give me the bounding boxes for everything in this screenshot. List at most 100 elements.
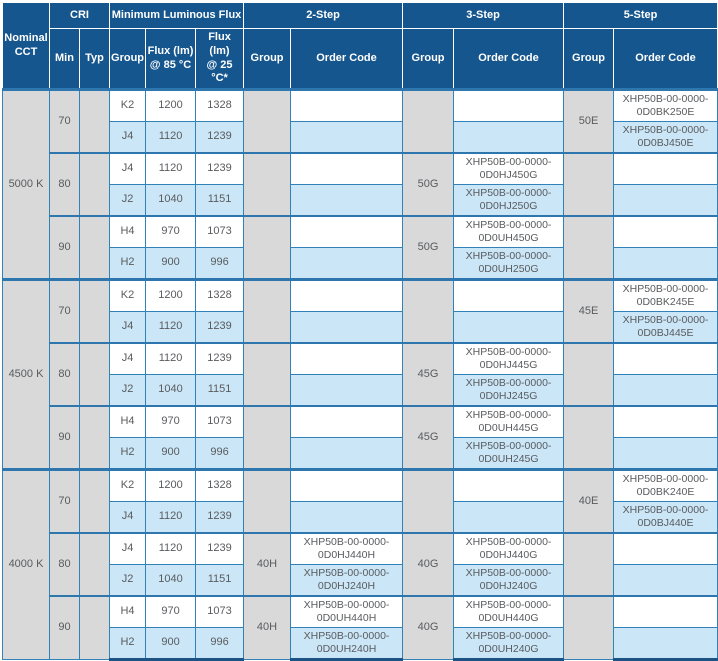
two-step-order-code-cell: [290, 437, 404, 470]
header-flux-group: Group: [109, 28, 147, 90]
three-step-order-code-cell: [453, 121, 565, 154]
two-step-order-code-cell: [290, 278, 404, 312]
cri-typ-cell: [78, 342, 111, 407]
flux-85-cell: 1120: [145, 342, 197, 375]
three-step-order-code-cell: XHP50B-00-0000-0D0UH245G: [453, 437, 565, 470]
table-row: J4 1120 1239 XHP50B-00-0000-0D0BJ450E: [3, 121, 718, 154]
five-step-order-code-cell: [613, 342, 718, 375]
flux-group-cell: H4: [109, 215, 147, 248]
flux-25-cell: 1239: [195, 501, 245, 534]
header-3-step-group: Group: [402, 28, 455, 90]
five-step-group-cell: [563, 215, 615, 280]
nominal-cct-cell: 4500 K: [2, 278, 50, 470]
flux-group-cell: H4: [109, 405, 147, 438]
five-step-order-code-cell: [613, 152, 718, 185]
flux-25-cell: 1151: [195, 184, 245, 217]
three-step-order-code-cell: XHP50B-00-0000-0D0UH440G: [453, 595, 565, 628]
two-step-order-code-cell: XHP50B-00-0000-0D0HJ440H: [290, 532, 404, 565]
header-2-step: 2-Step: [243, 2, 404, 29]
three-step-order-code-cell: [453, 88, 565, 122]
three-step-order-code-cell: [453, 278, 565, 312]
two-step-group-cell: [243, 468, 292, 534]
flux-group-cell: J4: [109, 121, 147, 154]
flux-25-cell: 1328: [195, 278, 245, 312]
three-step-order-code-cell: XHP50B-00-0000-0D0UH445G: [453, 405, 565, 438]
table-row: 90 H4 970 1073 50G XHP50B-00-0000-0D0UH450G: [3, 215, 718, 280]
table-row: H2 900 996 XHP50B-00-0000-0D0UH250G: [3, 247, 718, 280]
table-row: 80 J4 1120 1239 40H XHP50B-00-0000-0D0HJ440H 4…: [3, 532, 718, 597]
table-header: Nominal CCT CRI Minimum Luminous Flux 2-…: [2, 2, 718, 90]
flux-25-cell: 1239: [195, 311, 245, 344]
five-step-group-cell: [563, 405, 615, 470]
flux-group-cell: H2: [109, 437, 147, 470]
three-step-group-cell: 45G: [402, 405, 455, 470]
header-5-step-order-code: Order Code: [613, 28, 718, 90]
cri-min-cell: 80: [49, 152, 80, 217]
two-step-order-code-cell: [290, 311, 404, 344]
five-step-order-code-cell: [613, 595, 718, 628]
flux-25-cell: 1239: [195, 532, 245, 565]
flux-85-cell: 1200: [145, 278, 197, 312]
flux-group-cell: J2: [109, 564, 147, 597]
flux-25-cell: 1239: [195, 121, 245, 154]
two-step-group-cell: 40H: [243, 595, 292, 660]
two-step-group-cell: [243, 405, 292, 470]
three-step-order-code-cell: [453, 501, 565, 534]
flux-group-cell: J2: [109, 184, 147, 217]
three-step-group-cell: [402, 278, 455, 344]
cri-typ-cell: [78, 278, 111, 344]
table-row: 5000 K 70 K2 1200 1328 50E XHP50B-00-0000-0D0B…: [2, 88, 718, 280]
flux-85-cell: 1120: [145, 501, 197, 534]
flux-85-cell: 1120: [145, 532, 197, 565]
two-step-order-code-cell: [290, 247, 404, 280]
header-cri-typ: Typ: [78, 28, 111, 90]
header-2-step-group: Group: [243, 28, 292, 90]
five-step-order-code-cell: [613, 532, 718, 565]
table-row: J4 1120 1239 XHP50B-00-0000-0D0BJ440E: [3, 501, 718, 534]
two-step-order-code-cell: [290, 184, 404, 217]
header-flux-85: Flux (lm) @ 85 °C: [145, 28, 197, 90]
header-2-step-order-code: Order Code: [290, 28, 404, 90]
flux-85-cell: 1040: [145, 564, 197, 597]
table-row: H2 900 996 XHP50B-00-0000-0D0UH245G: [3, 437, 718, 470]
five-step-group-cell: 45E: [563, 278, 615, 344]
table-row: 4500 K 70 K2 1200 1328 45E XHP50B-00-0000-0D0B…: [2, 278, 718, 470]
two-step-order-code-cell: [290, 374, 404, 407]
flux-25-cell: 1239: [195, 152, 245, 185]
five-step-group-cell: 50E: [563, 88, 615, 154]
cri-min-cell: 90: [49, 595, 80, 660]
flux-85-cell: 900: [145, 247, 197, 280]
cri-min-cell: 80: [49, 342, 80, 407]
header-flux-85-line2: @ 85 °C: [149, 58, 192, 71]
flux-25-cell: 1073: [195, 595, 245, 628]
five-step-group-cell: 40E: [563, 468, 615, 534]
cri-typ-cell: [78, 215, 111, 280]
five-step-group-cell: [563, 595, 615, 660]
header-cri: CRI: [48, 2, 111, 29]
three-step-order-code-cell: [453, 468, 565, 502]
two-step-order-code-cell: XHP50B-00-0000-0D0UH440H: [290, 595, 404, 628]
flux-25-cell: 996: [195, 627, 245, 661]
flux-85-cell: 1120: [145, 152, 197, 185]
flux-85-cell: 1040: [145, 184, 197, 217]
flux-85-cell: 900: [145, 627, 197, 661]
header-min-luminous-flux: Minimum Luminous Flux: [109, 2, 245, 29]
flux-85-cell: 970: [145, 595, 197, 628]
flux-25-cell: 1328: [195, 88, 245, 122]
five-step-order-code-cell: [613, 374, 718, 407]
header-flux-25: Flux (lm) @ 25 °C*: [195, 28, 245, 90]
three-step-group-cell: 40G: [402, 532, 455, 597]
five-step-order-code-cell: [613, 564, 718, 597]
three-step-order-code-cell: [453, 311, 565, 344]
five-step-order-code-cell: [613, 184, 718, 217]
flux-25-cell: 996: [195, 247, 245, 280]
flux-25-cell: 1151: [195, 564, 245, 597]
header-flux-25-line1: Flux (lm): [208, 31, 231, 57]
five-step-order-code-cell: XHP50B-00-0000-0D0BK240E: [613, 468, 718, 502]
table-row: 90 H4 970 1073 40H XHP50B-00-0000-0D0UH440H 40…: [3, 595, 718, 660]
two-step-order-code-cell: XHP50B-00-0000-0D0UH240H: [290, 627, 404, 661]
three-step-group-cell: [402, 88, 455, 154]
flux-85-cell: 1200: [145, 468, 197, 502]
flux-group-cell: H4: [109, 595, 147, 628]
